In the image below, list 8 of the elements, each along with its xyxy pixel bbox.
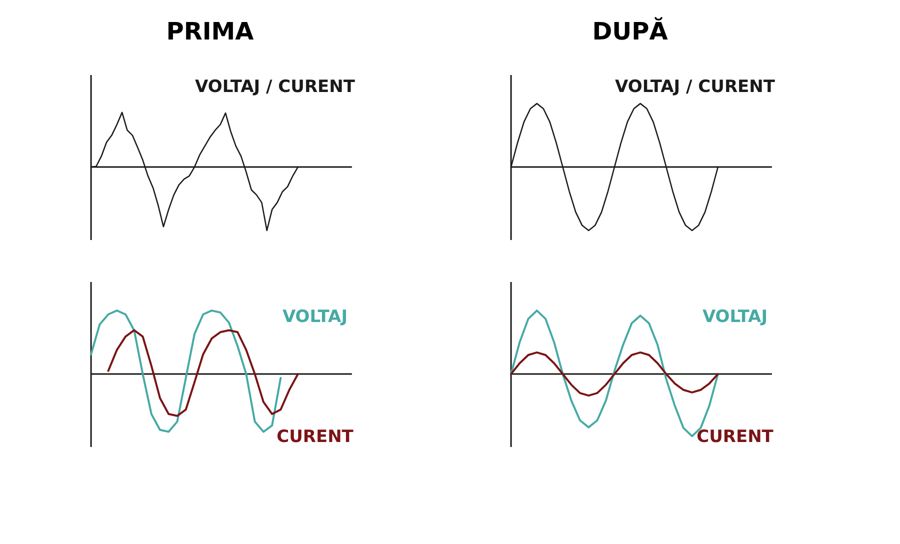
chart-title: PRIMA [166, 17, 254, 46]
series-label: CURENT [276, 427, 354, 447]
series-label: VOLTAJ / CURENT [615, 77, 776, 97]
text: VOLTAJ [702, 307, 768, 327]
chart-title: DUPĂ [592, 16, 668, 46]
text: VOLTAJ / CURENT [195, 77, 356, 97]
text: VOLTAJ [282, 307, 348, 327]
text: CURENT [696, 427, 774, 447]
